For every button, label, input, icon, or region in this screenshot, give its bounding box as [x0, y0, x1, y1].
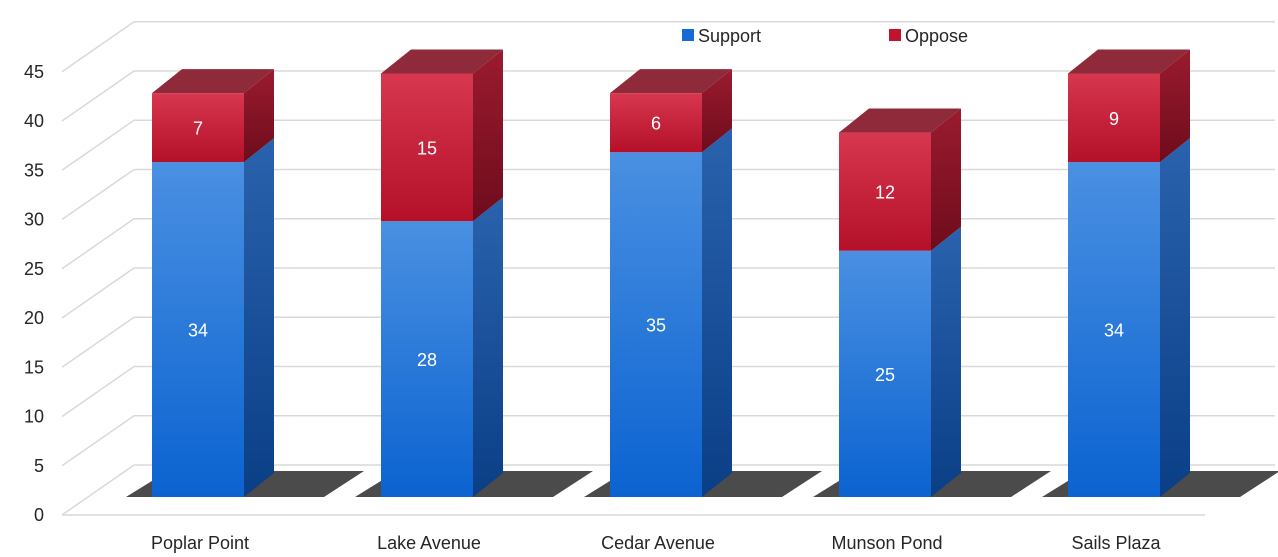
bar-segment-support: 34: [1068, 138, 1190, 497]
data-label: 7: [193, 119, 203, 139]
bar-side: [473, 49, 503, 222]
bar-segment-support: 35: [610, 128, 732, 497]
bars: 34 7 28 15 35 6 25 12 34 9: [152, 49, 1190, 497]
gridlines: [61, 21, 1275, 516]
data-label: 35: [646, 316, 666, 336]
data-label: 25: [875, 365, 895, 385]
gridline: [61, 70, 1275, 122]
data-label: 34: [1104, 321, 1124, 341]
bar-segment-oppose: 6: [610, 69, 732, 153]
bar-side: [931, 108, 961, 251]
bar-segment-support: 25: [839, 226, 961, 497]
bar-front: [610, 93, 702, 153]
bar-front: [152, 93, 244, 163]
y-tick-label: 25: [24, 259, 44, 279]
bar-front: [381, 73, 473, 222]
bar-side: [931, 226, 961, 497]
y-tick-label: 10: [24, 407, 44, 427]
bar-top: [610, 69, 732, 94]
y-tick-label: 35: [24, 160, 44, 180]
bar-side: [1160, 49, 1190, 163]
bar-side: [702, 69, 732, 153]
legend-label: Support: [698, 26, 761, 46]
data-label: 6: [651, 114, 661, 134]
bar-segment-oppose: 12: [839, 108, 961, 251]
data-label: 28: [417, 350, 437, 370]
gridline: [61, 21, 1275, 73]
legend: Support Oppose: [682, 26, 968, 46]
bar-front: [839, 250, 931, 497]
bar-side: [1160, 138, 1190, 497]
y-tick-label: 30: [24, 210, 44, 230]
data-label: 12: [875, 183, 895, 203]
bar-side: [702, 128, 732, 497]
bar-segment-support: 34: [152, 138, 274, 497]
bar-side: [244, 69, 274, 163]
bar-side: [473, 197, 503, 497]
x-tick-label: Sails Plaza: [1071, 533, 1161, 553]
y-axis: 0 5 10 15 20 25 30 35 40 45: [24, 62, 44, 525]
bar-top: [1068, 49, 1190, 74]
data-label: 9: [1109, 109, 1119, 129]
bar-segment-oppose: 15: [381, 49, 503, 222]
bar-top: [381, 49, 503, 74]
bar-front: [839, 132, 931, 251]
x-tick-label: Poplar Point: [151, 533, 249, 553]
bar-top: [839, 108, 961, 133]
bar-segment-oppose: 7: [152, 69, 274, 163]
legend-swatch: [889, 29, 901, 41]
bar-front: [152, 162, 244, 497]
x-tick-label: Munson Pond: [831, 533, 942, 553]
bar-segment-support: 28: [381, 197, 503, 497]
y-tick-label: 15: [24, 357, 44, 377]
y-tick-label: 20: [24, 308, 44, 328]
bar-top: [152, 69, 274, 94]
legend-label: Oppose: [905, 26, 968, 46]
bar-front: [1068, 73, 1160, 163]
bar-front: [610, 152, 702, 497]
x-tick-label: Cedar Avenue: [601, 533, 715, 553]
y-tick-label: 40: [24, 111, 44, 131]
legend-item-support: Support: [682, 26, 761, 46]
bar-segment-oppose: 9: [1068, 49, 1190, 163]
bar-front: [1068, 162, 1160, 497]
legend-item-oppose: Oppose: [889, 26, 968, 46]
x-axis: Poplar Point Lake Avenue Cedar Avenue Munso…: [151, 533, 1162, 553]
data-label: 34: [188, 321, 208, 341]
x-tick-label: Lake Avenue: [377, 533, 481, 553]
y-tick-label: 5: [34, 456, 44, 476]
bar-front: [381, 221, 473, 497]
y-tick-label: 0: [34, 505, 44, 525]
bar-side: [244, 138, 274, 497]
y-tick-label: 45: [24, 62, 44, 82]
legend-swatch: [682, 29, 694, 41]
data-label: 15: [417, 138, 437, 158]
